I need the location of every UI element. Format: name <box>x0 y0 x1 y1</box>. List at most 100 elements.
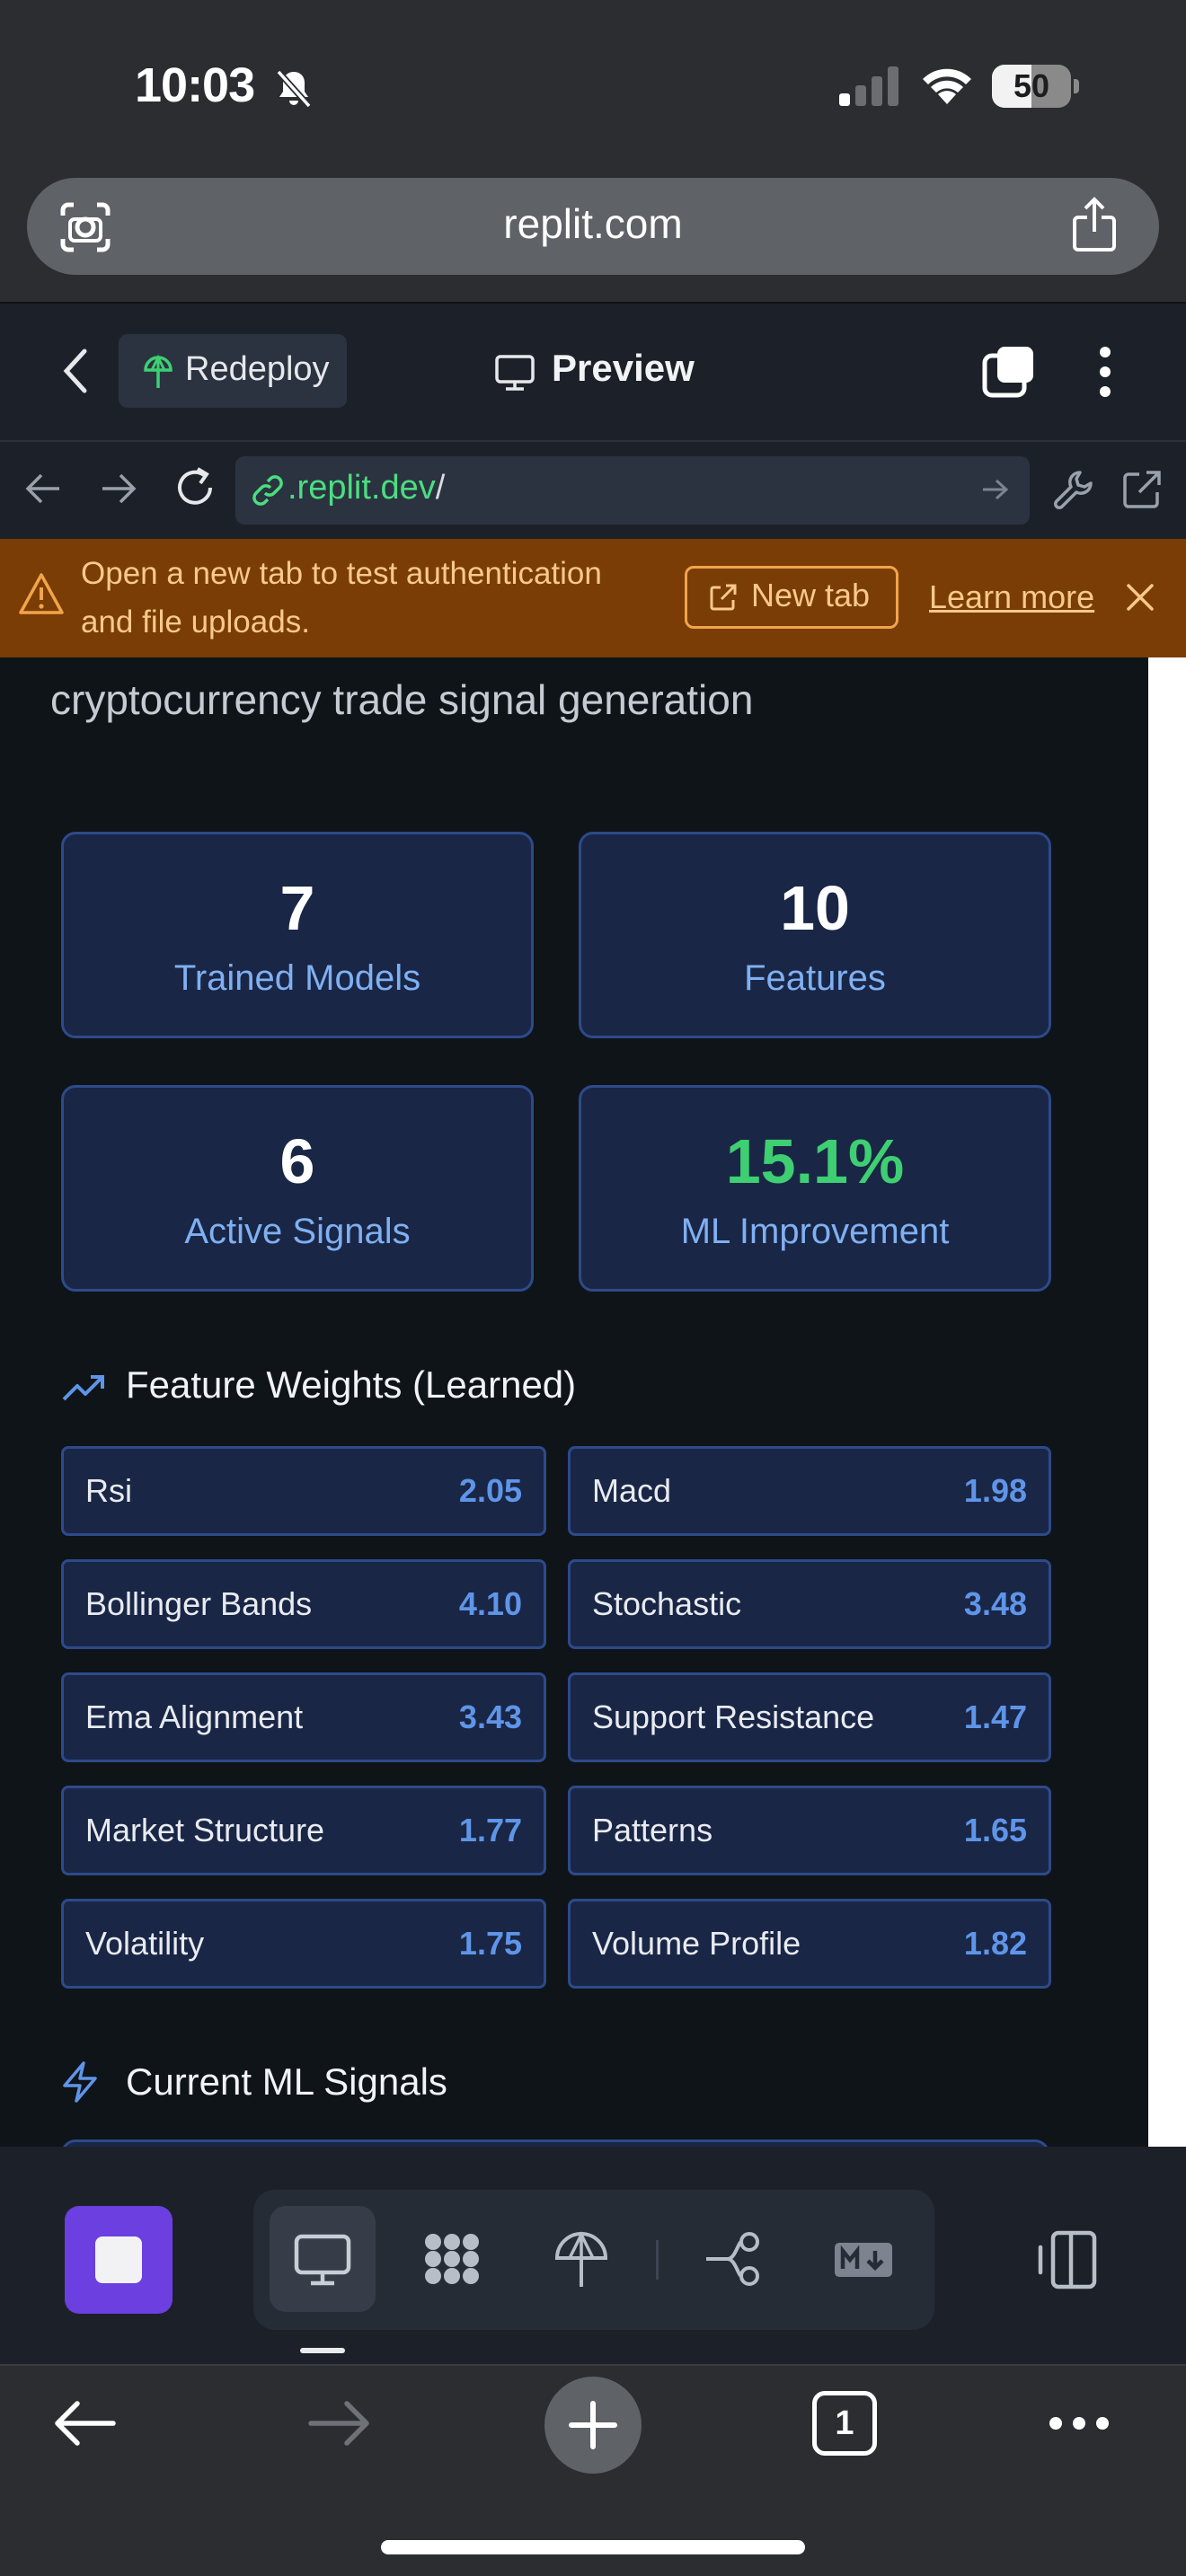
feature-value: 3.48 <box>963 1585 1027 1622</box>
feature-weight-item: Volatility 1.75 <box>61 1899 546 1989</box>
feature-value: 3.43 <box>458 1698 522 1735</box>
stat-label: Active Signals <box>184 1212 411 1251</box>
feature-name: Ema Alignment <box>85 1698 304 1735</box>
deployments-icon[interactable] <box>550 2228 613 2290</box>
warning-banner <box>0 539 1186 657</box>
more-vertical-icon[interactable] <box>1094 345 1116 399</box>
arrow-right-icon[interactable] <box>99 471 138 507</box>
wifi-icon <box>923 68 971 104</box>
go-arrow-icon[interactable] <box>979 476 1012 503</box>
wrench-icon[interactable] <box>1051 467 1096 512</box>
stat-value: 15.1% <box>725 1126 905 1196</box>
more-horizontal-icon[interactable] <box>1048 2413 1111 2434</box>
feature-name: Bollinger Bands <box>85 1585 313 1622</box>
stop-icon <box>95 2236 142 2283</box>
feature-weight-item: Bollinger Bands 4.10 <box>61 1559 546 1649</box>
feature-value: 1.75 <box>458 1925 522 1962</box>
feature-value: 1.82 <box>963 1925 1027 1962</box>
share-icon[interactable] <box>1069 196 1120 253</box>
feature-value: 1.47 <box>963 1698 1027 1735</box>
feature-weight-item: Patterns 1.65 <box>568 1786 1051 1875</box>
feature-weight-item: Support Resistance 1.47 <box>568 1672 1051 1762</box>
monitor-icon <box>495 355 535 391</box>
chevron-left-icon[interactable] <box>59 346 92 396</box>
active-tool-indicator <box>300 2348 345 2353</box>
stat-label: ML Improvement <box>680 1212 950 1251</box>
stat-label: Trained Models <box>173 958 421 998</box>
cellular-signal-icon <box>839 66 898 106</box>
hero-subtitle: cryptocurrency trade signal generation <box>50 676 754 723</box>
feature-value: 4.10 <box>458 1585 522 1622</box>
warning-icon <box>19 573 64 614</box>
address-host[interactable]: replit.com <box>503 200 683 247</box>
stat-value: 6 <box>279 1126 315 1196</box>
redeploy-label: Redeploy <box>185 350 330 388</box>
feature-name: Stochastic <box>592 1585 742 1622</box>
reload-icon[interactable] <box>173 465 217 510</box>
plus-icon <box>569 2401 617 2449</box>
preview-scrollbar[interactable] <box>1148 657 1186 2147</box>
address-path: / <box>435 469 446 507</box>
feature-value: 2.05 <box>458 1472 522 1509</box>
battery-percent: 50 <box>1013 67 1050 104</box>
feature-name: Support Resistance <box>592 1698 875 1735</box>
feature-value: 1.77 <box>458 1812 522 1848</box>
feature-name: Macd <box>592 1472 672 1509</box>
link-icon <box>252 475 283 506</box>
battery-icon: 50 <box>992 65 1079 108</box>
lightning-icon <box>63 2061 97 2103</box>
feature-name: Patterns <box>592 1812 713 1848</box>
new-tab-button[interactable] <box>685 566 898 629</box>
tool-divider <box>656 2240 659 2280</box>
feature-weight-item: Macd 1.98 <box>568 1446 1051 1536</box>
address-domain: .replit.dev <box>288 469 436 507</box>
stat-card-ml-improvement: 15.1% ML Improvement <box>579 1085 1051 1292</box>
battery-level <box>992 65 1031 108</box>
feature-weight-item: Stochastic 3.48 <box>568 1559 1051 1649</box>
feature-weight-item: Ema Alignment 3.43 <box>61 1672 546 1762</box>
stat-card-features: 10 Features <box>579 832 1051 1038</box>
feature-weight-item: Market Structure 1.77 <box>61 1786 546 1875</box>
feature-name: Volatility <box>85 1925 205 1962</box>
deploy-icon <box>144 354 173 388</box>
trending-up-icon <box>62 1375 104 1401</box>
stat-card-trained-models: 7 Trained Models <box>61 832 534 1038</box>
address-bar[interactable] <box>27 178 1159 275</box>
tab-overview-button[interactable]: 1 <box>812 2391 877 2456</box>
banner-message: Open a new tab to test authentication an… <box>81 556 602 640</box>
bell-off-icon <box>276 69 312 109</box>
browser-back-icon[interactable] <box>50 2398 119 2448</box>
learn-more-link[interactable]: Learn more <box>929 578 1095 615</box>
feature-weights-title: Feature Weights (Learned) <box>126 1363 577 1406</box>
monitor-icon <box>294 2234 351 2286</box>
feature-value: 1.65 <box>963 1812 1027 1848</box>
webview-address-field[interactable] <box>235 456 1030 525</box>
open-new-tab-icon <box>710 584 737 611</box>
status-time: 10:03 <box>135 58 255 112</box>
panel-toggle-icon[interactable] <box>1033 2226 1102 2294</box>
status-bar <box>0 0 1186 171</box>
close-icon[interactable] <box>1125 582 1155 613</box>
markdown-icon[interactable] <box>832 2228 895 2290</box>
agent-icon[interactable] <box>420 2228 483 2290</box>
tab-count: 1 <box>835 2404 854 2442</box>
stat-label: Features <box>744 958 886 998</box>
current-signals-title: Current ML Signals <box>126 2060 447 2103</box>
new-tab-label: New tab <box>751 577 871 613</box>
external-link-icon[interactable] <box>1120 467 1164 512</box>
preview-title[interactable]: Preview <box>552 347 695 389</box>
tabs-switcher-icon[interactable] <box>981 343 1037 399</box>
feature-name: Volume Profile <box>592 1925 801 1962</box>
feature-name: Market Structure <box>85 1812 325 1848</box>
tool-preview-active[interactable] <box>270 2206 376 2312</box>
feature-name: Rsi <box>85 1472 132 1509</box>
stat-value: 10 <box>780 873 850 943</box>
feature-weight-item: Volume Profile 1.82 <box>568 1899 1051 1989</box>
new-tab-plus-button[interactable] <box>544 2377 642 2474</box>
webview-address-text[interactable]: .replit.dev/ <box>288 469 445 507</box>
visual-lookup-icon[interactable] <box>59 201 111 253</box>
git-icon[interactable] <box>703 2228 766 2290</box>
browser-forward-icon[interactable] <box>305 2398 374 2448</box>
stat-card-active-signals: 6 Active Signals <box>61 1085 534 1292</box>
arrow-left-icon[interactable] <box>23 471 63 507</box>
